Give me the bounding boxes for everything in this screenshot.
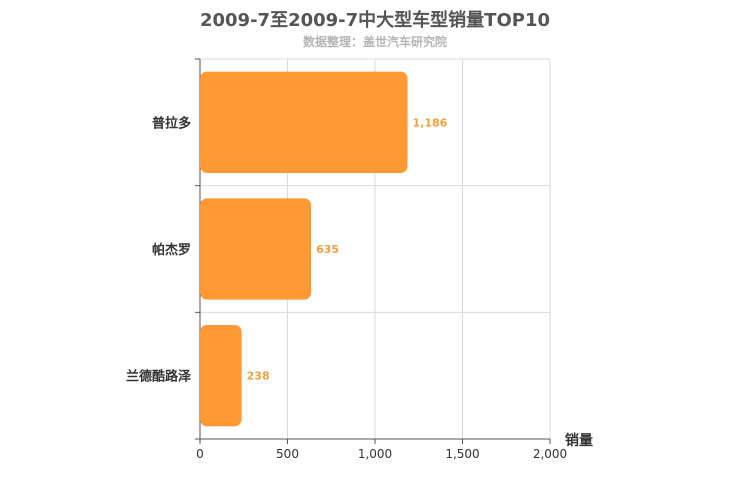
x-tick-label: 1,000 (358, 447, 392, 461)
x-tick-label: 1,500 (445, 447, 479, 461)
category-label: 兰德酷路泽 (126, 369, 192, 385)
x-tick-label: 500 (276, 447, 299, 461)
bar-value-label: 635 (316, 243, 339, 256)
bar (200, 71, 408, 173)
chart-subtitle: 数据整理：盖世汽车研究院 (302, 35, 447, 49)
x-axis-title: 销量 (565, 432, 593, 449)
x-tick-label: 0 (196, 447, 204, 461)
bar-value-label: 238 (247, 370, 270, 383)
x-tick-label: 2,000 (533, 447, 567, 461)
bar (200, 325, 242, 427)
category-label: 帕杰罗 (152, 242, 191, 258)
bar-value-label: 1,186 (413, 116, 448, 129)
category-label: 普拉多 (152, 115, 191, 131)
chart-title: 2009-7至2009-7中大型车型销量TOP10 (199, 10, 550, 31)
bar (200, 198, 312, 300)
